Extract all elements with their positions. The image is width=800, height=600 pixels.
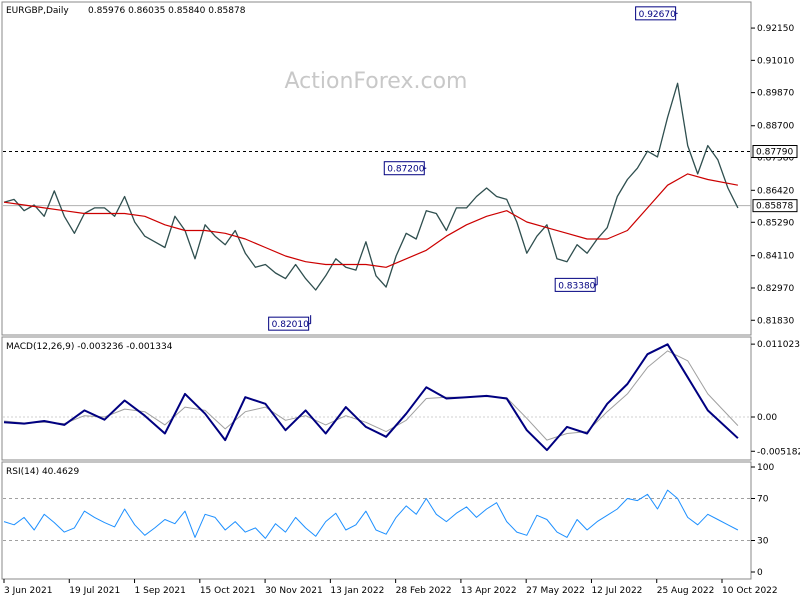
time-tick-label-0: 3 Jun 2021 [4,586,52,596]
time-tick-label-9: 12 Jul 2022 [591,586,642,596]
current-price-label: 0.85878 [756,202,793,212]
price-y-tick-label-6: 0.85290 [757,218,794,228]
time-tick-label-3: 15 Oct 2021 [200,586,256,596]
price-y-tick-label-4: 0.87580 [757,153,794,163]
price-panel-frame [1,1,752,336]
rsi-label: RSI(14) 40.4629 [6,467,79,477]
current-price-label-box [752,199,798,213]
chart-symbol-label: EURGBP,Daily [6,6,69,16]
price-line [3,82,739,291]
macd-y-tick-label-0: 0.011023 [757,340,800,350]
macd-y-tick-label-1: 0.00 [757,413,777,423]
rsi-line [3,489,739,539]
macd-label: MACD(12,26,9) -0.003236 -0.001334 [6,342,173,352]
price-y-tick-label-7: 0.84110 [757,252,794,262]
time-tick-label-5: 13 Jan 2022 [330,586,384,596]
chart-ohlc-label: 0.85976 0.86035 0.85840 0.85878 [88,6,246,16]
moving-average-line [3,173,739,268]
macd-line [3,343,739,452]
price-annotations: 0.92670 0.87200 0.83380 0.82010 [268,6,678,331]
rsi-panel-frame [1,461,752,580]
time-tick-label-4: 30 Nov 2021 [265,586,323,596]
macd-panel-frame [1,336,752,461]
macd-y-axis: 0.011023 0.00 -0.005182 [751,340,800,457]
resistance-label-box [752,145,798,159]
rsi-y-tick-label-3: 0 [757,568,763,578]
time-tick-label-6: 28 Feb 2022 [396,586,452,596]
macd-plot [3,343,751,452]
price-y-tick-label-9: 0.81830 [757,316,794,326]
reference-lines: 0.87790 0.85878 [3,145,798,213]
time-tick-label-7: 13 Apr 2022 [461,586,517,596]
price-y-tick-label-8: 0.82970 [757,284,794,294]
time-tick-label-2: 1 Sep 2021 [135,586,186,596]
rsi-y-tick-label-0: 100 [757,463,774,473]
time-tick-label-1: 19 Jul 2021 [69,586,120,596]
time-tick-label-10: 25 Aug 2022 [657,586,715,596]
annotation-label-0: 0.92670 [639,10,676,20]
annotation-label-2: 0.83380 [558,281,595,291]
rsi-y-tick-label-1: 70 [757,495,769,505]
price-y-tick-label-3: 0.88700 [757,122,794,132]
resistance-label: 0.87790 [756,148,793,158]
time-tick-label-8: 27 May 2022 [526,586,585,596]
annotation-label-3: 0.82010 [272,320,309,330]
rsi-y-axis: 100 70 30 0 [751,463,774,578]
price-y-tick-label-0: 0.92150 [757,24,794,34]
annotation-label-1: 0.87200 [387,165,424,175]
price-y-tick-label-5: 0.86420 [757,186,794,196]
price-y-tick-label-2: 0.89870 [757,89,794,99]
price-y-tick-label-1: 0.91010 [757,56,794,66]
time-tick-label-11: 10 Oct 2022 [722,586,778,596]
price-y-axis: 0.92150 0.91010 0.89870 0.88700 0.87580 0.864… [751,24,794,326]
rsi-y-tick-label-2: 30 [757,537,769,547]
macd-signal-line [3,350,739,441]
time-axis: 3 Jun 2021 19 Jul 2021 1 Sep 2021 15 Oct 20… [3,579,778,596]
price-plot [3,82,739,291]
watermark: ActionForex.com [285,69,468,94]
rsi-plot [3,489,751,541]
macd-y-tick-label-2: -0.005182 [757,447,800,457]
